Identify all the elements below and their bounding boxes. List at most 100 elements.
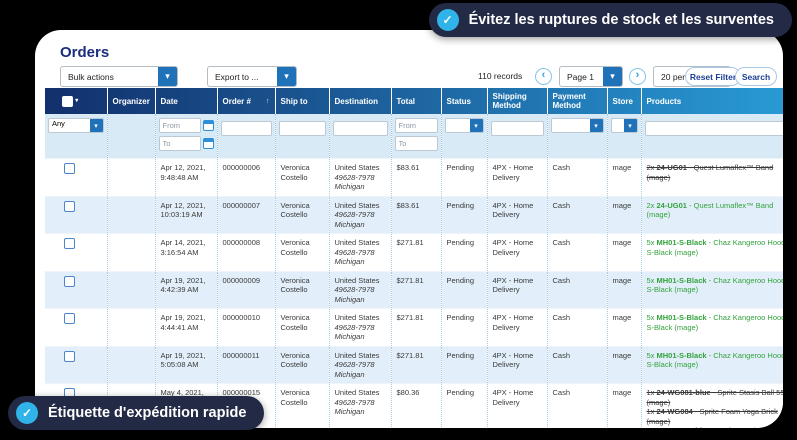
product-item: 1x 24-WG083-blue - Sprite Stasis Ball 75… xyxy=(647,426,784,428)
product-qty: 1x xyxy=(646,407,657,416)
col-ship-to[interactable]: Ship to xyxy=(274,88,329,114)
table-row[interactable]: Apr 12, 2021, 10:03:19 AM 000000007 Veroni… xyxy=(45,195,783,234)
row-select-cell xyxy=(45,270,107,309)
total-cell: $271.81 xyxy=(390,345,441,384)
destination-cell: United States 49628-7978 Michigan xyxy=(328,383,391,428)
sort-asc-icon[interactable]: ↑ xyxy=(266,97,270,105)
table-row[interactable]: Apr 14, 2021, 3:16:54 AM 000000008 Veronic… xyxy=(45,233,784,271)
chevron-down-icon[interactable]: ▾ xyxy=(277,67,296,86)
col-total[interactable]: Total xyxy=(390,88,441,114)
table-row[interactable]: Apr 19, 2021, 4:44:41 AM 000000010 Veronic… xyxy=(45,308,784,346)
chevron-down-icon[interactable]: ▾ xyxy=(89,119,103,132)
filter-products-cell xyxy=(640,114,783,159)
filter-any-cell: Any ▾ xyxy=(45,114,107,159)
col-products[interactable]: Products xyxy=(640,88,783,114)
toolbar: Bulk actions ▾ Export to ... ▾ 110 recor… xyxy=(35,66,783,88)
col-shipping-method[interactable]: Shipping Method xyxy=(486,88,547,114)
select-all-checkbox[interactable] xyxy=(62,95,73,107)
status-cell: Pending xyxy=(440,270,487,309)
table-row[interactable]: Apr 19, 2021, 4:42:39 AM 000000009 Veronic… xyxy=(45,270,783,309)
next-page-button[interactable]: › xyxy=(629,68,646,85)
destination-filter-input[interactable] xyxy=(332,121,388,136)
col-destination[interactable]: Destination xyxy=(328,88,391,114)
chevron-down-icon[interactable]: ▾ xyxy=(603,67,622,86)
store-cell: mage xyxy=(606,270,641,309)
table-row[interactable]: Apr 19, 2021, 5:05:08 AM 000000011 Veronic… xyxy=(45,345,783,384)
calendar-icon[interactable] xyxy=(202,138,214,149)
date-to-input[interactable] xyxy=(158,136,201,151)
destination-cell: United States 49628-7978 Michigan xyxy=(328,158,391,196)
product-qty: 5x xyxy=(646,238,657,247)
total-cell: $83.61 xyxy=(390,195,441,234)
row-checkbox[interactable] xyxy=(64,200,75,212)
chevron-down-icon[interactable]: ▾ xyxy=(158,67,177,86)
product-name: - Quest Lumaflex™ Band (mage) xyxy=(646,200,774,220)
filter-status-cell: ▾ xyxy=(440,114,487,159)
products-cell: 2x 24-UG01 - Quest Lumaflex™ Band (mage) xyxy=(640,158,783,196)
shipping-method-cell: 4PX - Home Delivery xyxy=(486,383,547,428)
order-filter-input[interactable] xyxy=(220,121,272,136)
destination-line: Michigan xyxy=(334,182,365,191)
check-circle-icon: ✓ xyxy=(16,402,38,424)
bulk-actions-select[interactable]: Bulk actions ▾ xyxy=(60,66,178,87)
order-number-cell: 000000011 xyxy=(216,345,275,384)
shipping-method-cell: 4PX - Home Delivery xyxy=(486,158,547,196)
row-checkbox[interactable] xyxy=(64,313,75,324)
destination-cell: United States 49628-7978 Michigan xyxy=(328,270,391,309)
calendar-icon[interactable] xyxy=(202,120,214,131)
payment-filter-select[interactable]: ▾ xyxy=(550,118,604,133)
prev-page-button[interactable]: ‹ xyxy=(535,68,552,85)
orders-table: ▾ Organizer Date Order # ↑ Ship to Destin… xyxy=(45,88,783,428)
date-from-input[interactable] xyxy=(158,118,201,133)
col-date[interactable]: Date xyxy=(154,88,217,114)
col-status[interactable]: Status xyxy=(440,88,487,114)
product-qty: 5x xyxy=(646,313,657,322)
col-payment-method[interactable]: Payment Method xyxy=(546,88,607,114)
store-filter-select[interactable]: ▾ xyxy=(610,118,638,133)
order-number-cell: 000000010 xyxy=(216,308,275,346)
row-checkbox[interactable] xyxy=(64,163,75,174)
ship-to-cell: Veronica Costello xyxy=(274,345,329,384)
top-callout-badge: ✓ Évitez les ruptures de stock et les su… xyxy=(428,3,792,37)
total-from-input[interactable] xyxy=(394,118,438,133)
products-filter-input[interactable] xyxy=(644,121,783,136)
col-order[interactable]: Order # ↑ xyxy=(216,88,275,114)
row-checkbox[interactable] xyxy=(64,350,75,362)
filter-store-cell: ▾ xyxy=(606,114,641,159)
row-checkbox[interactable] xyxy=(64,275,75,287)
product-sku: MH01-S-Black xyxy=(656,275,707,285)
filter-total-cell xyxy=(390,114,441,159)
product-name: - Chaz Kangeroo Hoodie-S-Black (mage) xyxy=(646,313,784,332)
chevron-down-icon[interactable]: ▾ xyxy=(75,97,79,104)
col-organizer[interactable]: Organizer xyxy=(106,88,155,114)
total-cell: $271.81 xyxy=(390,233,441,271)
destination-line: 49628-7978 xyxy=(334,210,375,219)
any-filter-select[interactable]: Any ▾ xyxy=(48,118,104,133)
shipping-filter-input[interactable] xyxy=(490,121,544,136)
row-checkbox[interactable] xyxy=(64,238,75,249)
check-circle-icon: ✓ xyxy=(436,9,459,31)
date-cell: Apr 14, 2021, 3:16:54 AM xyxy=(154,233,217,271)
page-select[interactable]: Page 1 ▾ xyxy=(559,66,623,87)
col-store[interactable]: Store xyxy=(606,88,641,114)
select-all-header[interactable]: ▾ xyxy=(45,88,107,114)
products-cell: 5x MH01-S-Black - Chaz Kangeroo Hoodie-S… xyxy=(640,345,783,384)
table-row[interactable]: Apr 12, 2021, 9:48:48 AM 000000006 Veronic… xyxy=(45,158,783,196)
export-to-select[interactable]: Export to ... ▾ xyxy=(207,66,297,87)
row-select-cell xyxy=(45,158,107,196)
reset-filter-button[interactable]: Reset Filter xyxy=(685,67,741,86)
product-item: 5x MH01-S-Black - Chaz Kangeroo Hoodie-S… xyxy=(647,238,784,257)
ship-to-cell: Veronica Costello xyxy=(274,270,329,309)
destination-cell: United States 49628-7978 Michigan xyxy=(328,195,391,234)
shipping-method-cell: 4PX - Home Delivery xyxy=(486,345,547,384)
chevron-down-icon[interactable]: ▾ xyxy=(623,119,637,132)
ship-to-filter-input[interactable] xyxy=(278,121,326,136)
status-cell: Pending xyxy=(440,308,487,346)
chevron-down-icon[interactable]: ▾ xyxy=(589,119,603,132)
total-to-input[interactable] xyxy=(394,136,438,151)
chevron-down-icon[interactable]: ▾ xyxy=(469,119,483,132)
status-cell: Pending xyxy=(440,345,487,384)
search-button[interactable]: Search xyxy=(735,67,777,86)
status-filter-select[interactable]: ▾ xyxy=(444,118,484,133)
page-title: Orders xyxy=(60,44,110,61)
